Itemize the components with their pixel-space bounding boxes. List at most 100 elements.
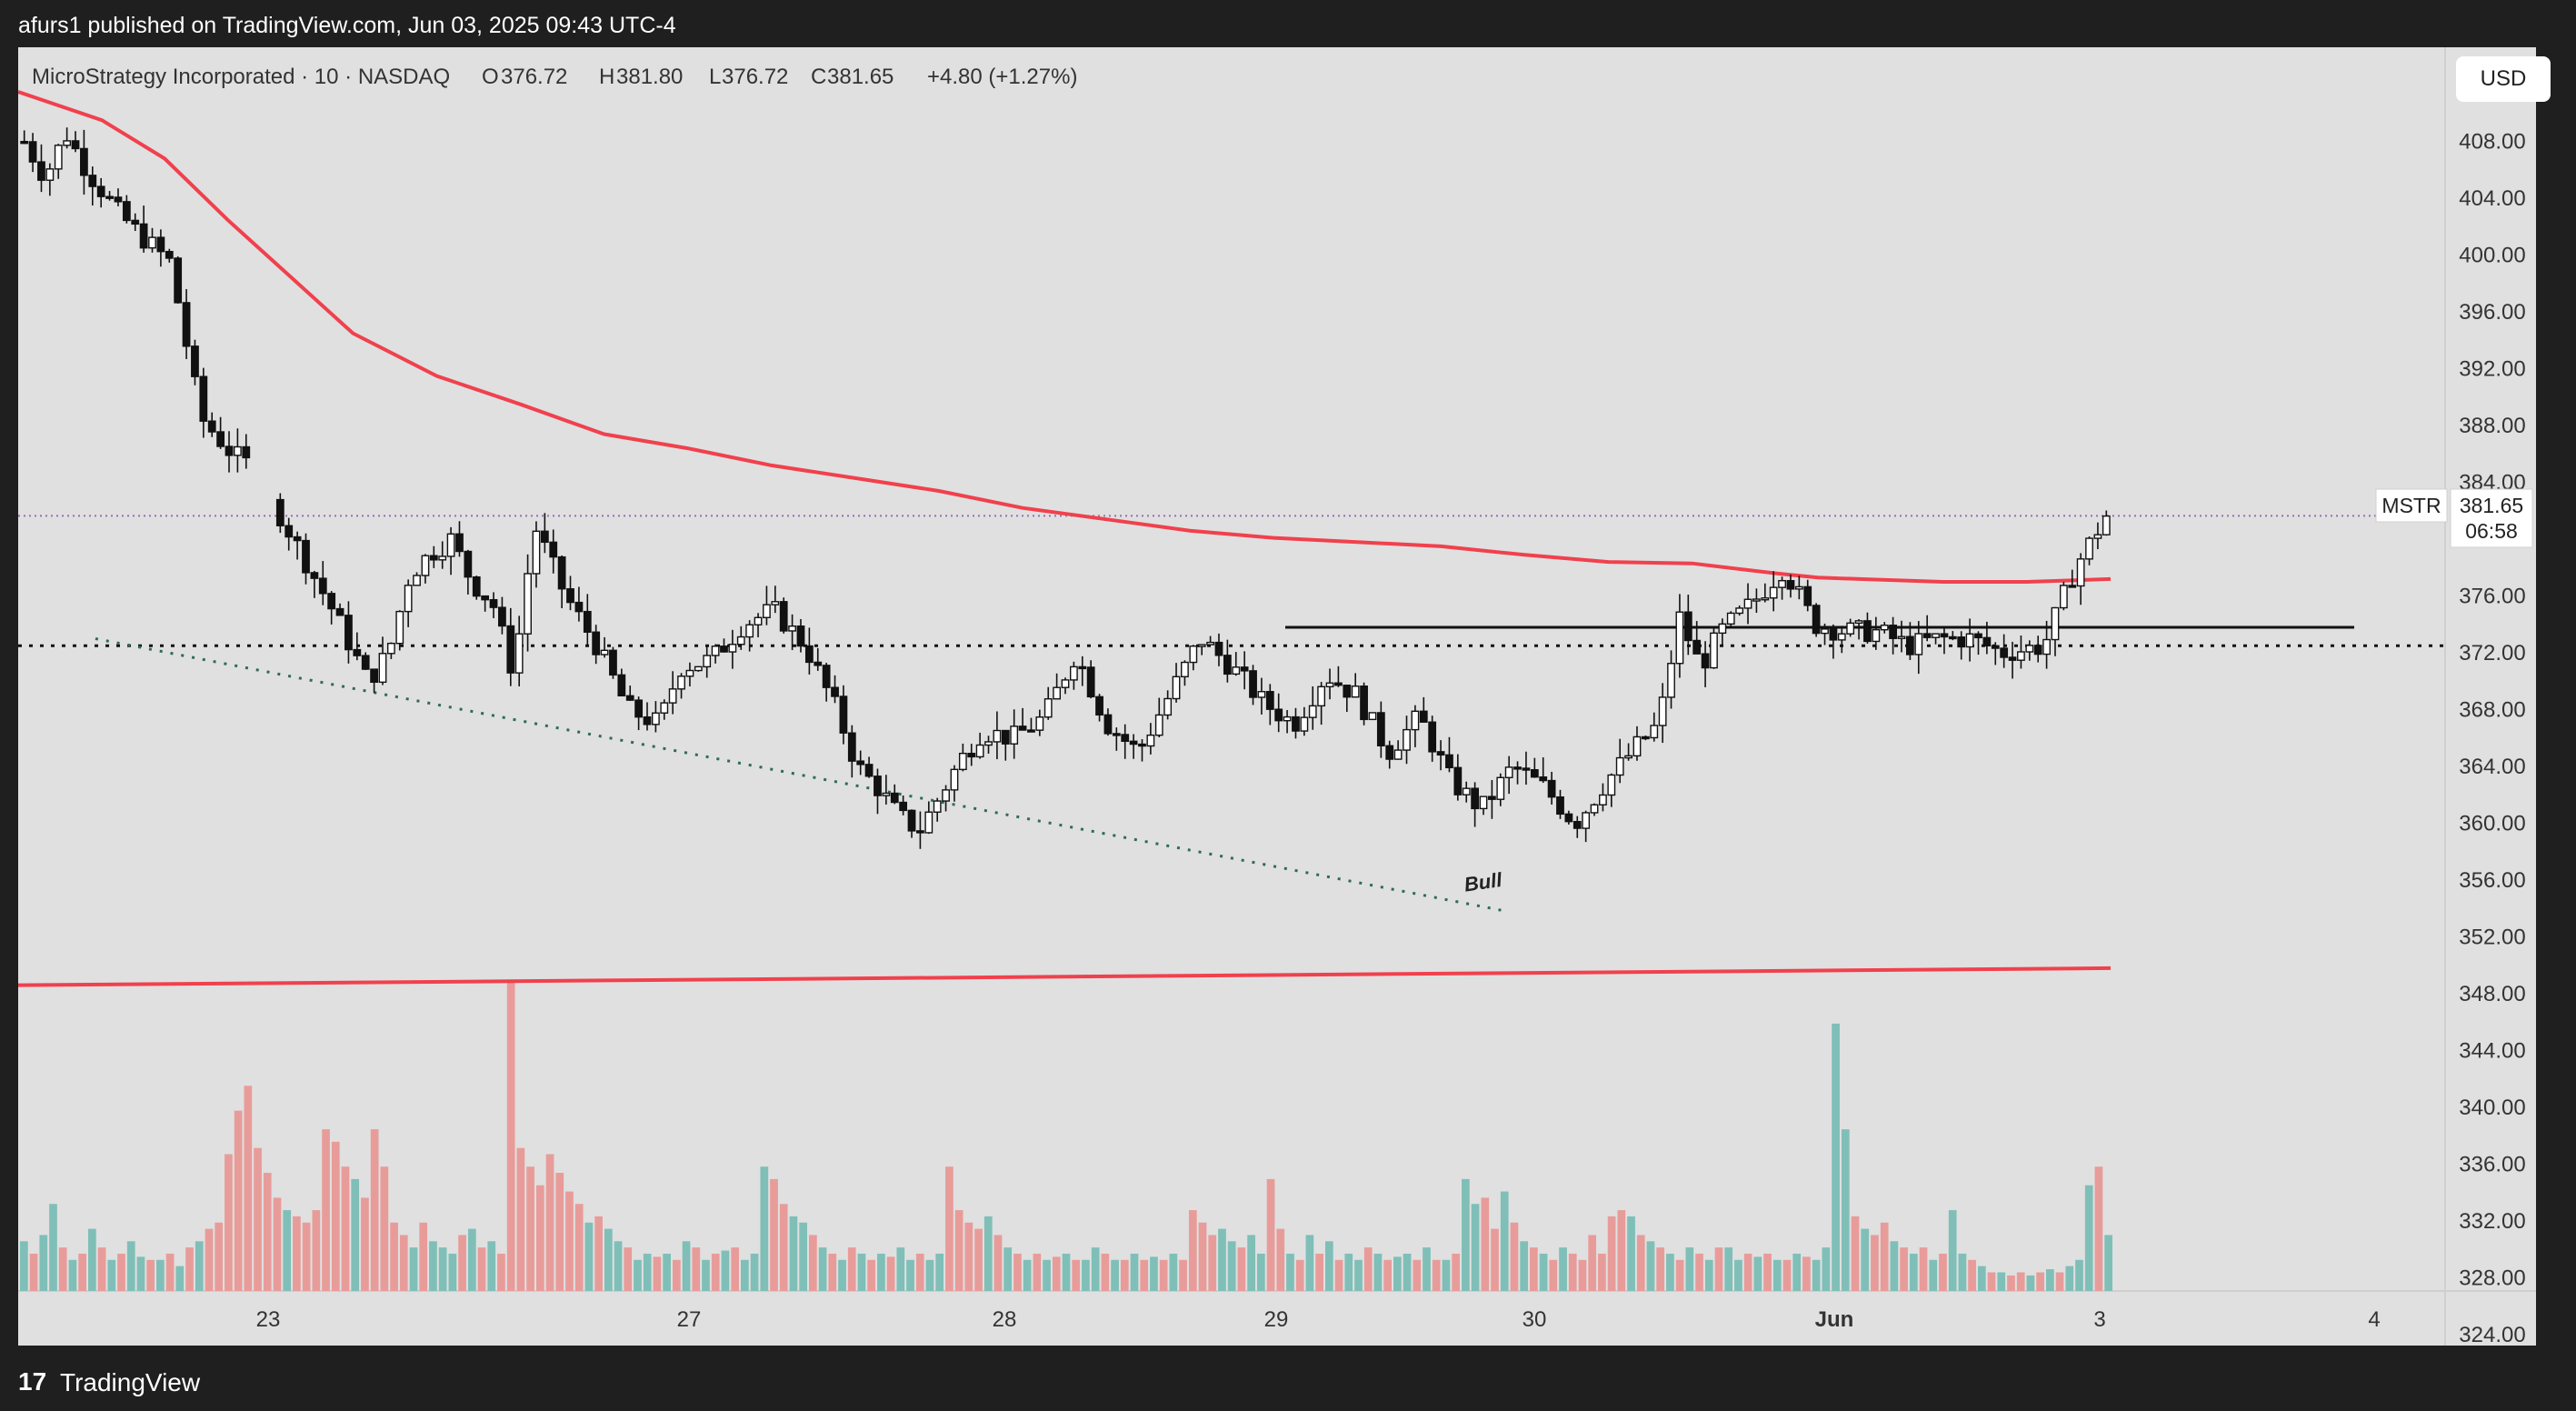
time-tick-label: 27 <box>677 1307 702 1332</box>
volume-bar <box>1656 1247 1665 1291</box>
volume-bar <box>88 1228 96 1291</box>
candle-down <box>1812 605 1821 635</box>
volume-bar <box>847 1247 856 1291</box>
candle-down <box>506 625 515 674</box>
volume-bar <box>594 1216 603 1291</box>
candle-down <box>1445 754 1453 769</box>
volume-bar <box>1452 1253 1461 1291</box>
instrument-name: MicroStrategy Incorporated · 10 · NASDAQ <box>32 65 450 89</box>
candle-down <box>1564 813 1573 823</box>
price-tick-label: 336.00 <box>2459 1153 2525 1177</box>
short-moving-average <box>18 90 2112 584</box>
volume-bar <box>983 1216 993 1291</box>
volume-bar <box>458 1235 466 1291</box>
candle-up <box>1411 710 1420 731</box>
candle-down <box>1948 635 1957 640</box>
volume-bar <box>399 1235 408 1291</box>
volume-bar <box>1646 1241 1655 1291</box>
volume-bar <box>702 1259 710 1291</box>
volume-bar <box>624 1247 633 1291</box>
tradingview-logo-icon[interactable]: 17 <box>18 1367 47 1396</box>
candle-down <box>1982 636 1992 646</box>
volume-bar <box>1832 1023 1840 1291</box>
volume-bar <box>1685 1247 1694 1291</box>
time-tick-label: 29 <box>1264 1307 1289 1332</box>
time-axis[interactable]: 23 27 28 29 30 Jun 3 4 <box>256 1307 2381 1332</box>
candle-up <box>1615 756 1624 776</box>
candle-down <box>720 645 728 653</box>
volume-bar <box>741 1259 749 1291</box>
close-label: C <box>811 65 826 89</box>
candle-up <box>1658 696 1667 726</box>
candle-up <box>1300 716 1309 732</box>
volume-bar <box>1481 1197 1490 1291</box>
volume-bar <box>195 1241 204 1291</box>
volume-bar <box>1782 1259 1792 1291</box>
candle-up <box>514 633 524 674</box>
candle-up <box>984 741 993 746</box>
volume-bar <box>526 1166 534 1291</box>
candle-down <box>122 201 131 222</box>
candle-up <box>1590 804 1599 814</box>
chart-svg[interactable]: 408.00404.00400.00396.00392.00388.00384.… <box>18 47 2536 1346</box>
candle-up <box>1752 598 1761 602</box>
volume-bar <box>1305 1235 1314 1291</box>
chart-area[interactable]: 408.00 404.00 400.00 396.00 392.00 388.00 384.… <box>18 47 2536 1346</box>
volume-bar <box>779 1204 788 1291</box>
candle-down <box>899 801 908 812</box>
volume-bar <box>945 1166 954 1291</box>
volume-bar <box>1208 1235 1217 1291</box>
volume-bar <box>1772 1259 1782 1291</box>
candle-up <box>2093 534 2102 539</box>
volume-bar <box>750 1253 759 1291</box>
candle-down <box>275 498 285 526</box>
volume-bar <box>1549 1259 1558 1291</box>
top-bar: afurs1 published on TradingView.com, Jun… <box>0 0 2576 55</box>
volume-bar <box>1510 1222 1519 1291</box>
candle-up <box>1181 661 1189 678</box>
candle-up <box>1932 633 1940 638</box>
volume-bar <box>1568 1253 1577 1291</box>
volume-bar <box>165 1253 175 1291</box>
price-tick-label: 328.00 <box>2459 1266 2525 1291</box>
volume-bars <box>20 980 2112 1291</box>
volume-bar <box>244 1086 253 1291</box>
volume-bar <box>263 1173 272 1291</box>
brand-name[interactable]: TradingView <box>60 1368 201 1396</box>
candle-down <box>2033 645 2042 655</box>
candle-down <box>609 649 617 676</box>
candle-down <box>174 257 183 304</box>
bull-trendline <box>95 637 1508 913</box>
symbol-tag: MSTR <box>2381 494 2441 517</box>
price-axis[interactable]: 408.00404.00400.00396.00392.00388.00384.… <box>2459 130 2525 1346</box>
volume-bar <box>1666 1253 1674 1291</box>
volume-bar <box>535 1185 544 1291</box>
volume-bar <box>477 1247 486 1291</box>
change-value: +4.80 (+1.27%) <box>927 65 1077 89</box>
currency-button[interactable]: USD <box>2456 56 2551 102</box>
volume-bar <box>1363 1247 1373 1291</box>
candle-down <box>796 625 805 647</box>
candle-up <box>54 145 63 170</box>
ohlc-legend: O 376.72 H 381.80 L 376.72 C 381.65 +4.8… <box>482 65 1077 89</box>
volume-bar <box>993 1235 1003 1291</box>
candle-down <box>1922 633 1932 638</box>
volume-bar <box>1997 1272 2006 1291</box>
candle-up <box>438 555 447 561</box>
volume-bar <box>126 1241 135 1291</box>
volume-bar <box>954 1210 964 1291</box>
candle-down <box>592 631 601 655</box>
candle-down <box>1129 740 1138 746</box>
candle-down <box>199 375 208 422</box>
footer-bar: 17 TradingView <box>0 1346 2576 1411</box>
volume-bar <box>2045 1269 2054 1291</box>
candle-down <box>617 674 626 697</box>
volume-bar <box>711 1253 720 1291</box>
candle-down <box>583 610 592 633</box>
bull-annotation[interactable]: Bull <box>1463 868 1504 896</box>
price-tick-label: 340.00 <box>2459 1096 2525 1120</box>
candle-down <box>353 648 362 656</box>
candle-up <box>651 712 660 726</box>
candle-up <box>763 604 771 618</box>
time-tick-label: 30 <box>1523 1307 1547 1332</box>
